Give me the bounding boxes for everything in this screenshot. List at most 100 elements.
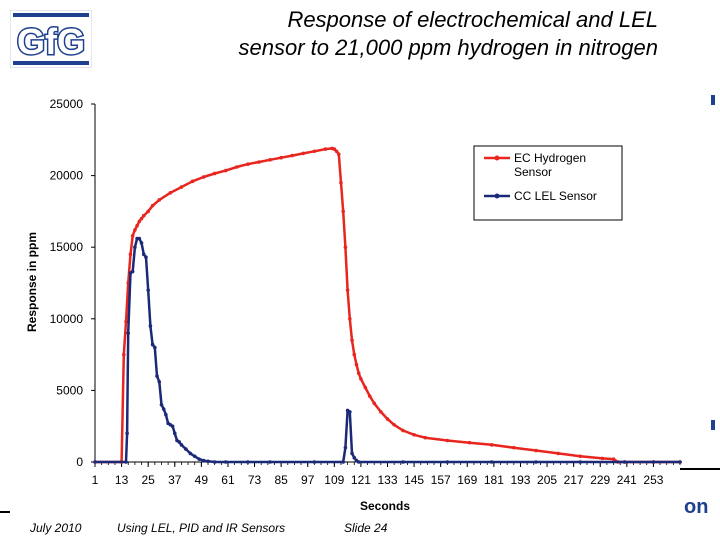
data-point-cc-lel-sensor	[164, 412, 168, 417]
legend-entry: CC LEL Sensor	[514, 189, 597, 203]
x-tick-label: 181	[484, 473, 504, 487]
data-point-cc-lel-sensor	[192, 454, 197, 459]
x-tick-label: 121	[351, 473, 371, 487]
data-point-cc-lel-sensor	[343, 445, 348, 450]
data-point-cc-lel-sensor	[157, 380, 162, 384]
chart-legend: EC Hydrogen Sensor CC LEL Sensor	[473, 145, 623, 221]
x-axis-label: Seconds	[360, 499, 410, 513]
data-point-cc-lel-sensor	[153, 345, 157, 350]
x-tick-label: 205	[537, 473, 557, 487]
data-point-cc-lel-sensor	[188, 451, 193, 456]
x-tick-label: 109	[324, 473, 344, 487]
data-point-ec-hydrogen-sensor	[141, 213, 146, 218]
data-point-ec-hydrogen-sensor	[323, 147, 328, 151]
data-point-cc-lel-sensor	[489, 460, 494, 464]
data-point-cc-lel-sensor	[678, 460, 682, 464]
data-point-ec-hydrogen-sensor	[359, 377, 363, 381]
data-point-ec-hydrogen-sensor	[372, 401, 377, 406]
edge-tab-bottom	[711, 420, 715, 430]
x-tick-label: 37	[168, 473, 182, 487]
y-tick-label: 0	[76, 455, 83, 469]
footer-date: July 2010	[30, 521, 82, 535]
data-point-ec-hydrogen-sensor	[150, 203, 155, 208]
data-point-ec-hydrogen-sensor	[363, 385, 368, 390]
data-point-cc-lel-sensor	[206, 459, 210, 464]
data-point-cc-lel-sensor	[150, 342, 155, 347]
data-point-cc-lel-sensor	[177, 440, 182, 444]
data-point-ec-hydrogen-sensor	[279, 155, 283, 160]
x-tick-label: 193	[510, 473, 530, 487]
legend-marker	[494, 155, 500, 161]
data-point-cc-lel-sensor	[125, 431, 129, 436]
data-point-ec-hydrogen-sensor	[290, 153, 295, 158]
data-point-ec-hydrogen-sensor	[168, 190, 173, 195]
data-point-ec-hydrogen-sensor	[534, 448, 538, 453]
data-point-cc-lel-sensor	[139, 241, 144, 245]
data-point-cc-lel-sensor	[93, 460, 97, 464]
data-point-ec-hydrogen-sensor	[301, 151, 306, 156]
data-point-ec-hydrogen-sensor	[128, 252, 133, 257]
data-point-ec-hydrogen-sensor	[334, 149, 339, 154]
data-point-cc-lel-sensor	[534, 460, 538, 464]
data-point-cc-lel-sensor	[352, 455, 357, 460]
data-point-ec-hydrogen-sensor	[367, 394, 372, 398]
data-point-ec-hydrogen-sensor	[135, 223, 139, 228]
x-tick-label: 13	[115, 473, 129, 487]
x-tick-label: 1	[92, 473, 99, 487]
data-point-ec-hydrogen-sensor	[157, 198, 162, 202]
data-point-cc-lel-sensor	[622, 460, 627, 464]
edge-tab-top	[711, 95, 715, 105]
data-point-ec-hydrogen-sensor	[412, 432, 416, 437]
data-point-ec-hydrogen-sensor	[122, 352, 126, 357]
slide-title-line1: Response of electrochemical and LEL	[287, 7, 658, 32]
data-point-ec-hydrogen-sensor	[268, 158, 272, 162]
x-tick-label: 73	[248, 473, 262, 487]
footer-rule	[0, 511, 10, 513]
footer-rule-right	[680, 468, 720, 470]
data-point-ec-hydrogen-sensor	[512, 445, 516, 450]
data-point-cc-lel-sensor	[161, 407, 166, 411]
data-point-cc-lel-sensor	[212, 460, 217, 464]
y-tick-label: 15000	[50, 240, 84, 254]
data-point-ec-hydrogen-sensor	[356, 371, 361, 376]
y-tick-label: 5000	[56, 383, 83, 397]
data-point-ec-hydrogen-sensor	[179, 185, 184, 189]
data-point-cc-lel-sensor	[130, 269, 135, 274]
x-tick-label: 229	[590, 473, 610, 487]
data-point-ec-hydrogen-sensor	[467, 440, 472, 445]
data-point-ec-hydrogen-sensor	[350, 338, 354, 343]
data-point-cc-lel-sensor	[312, 460, 317, 464]
legend-entry: EC Hydrogen Sensor	[514, 151, 586, 179]
slide-title: Response of electrochemical and LEL sens…	[110, 6, 658, 62]
data-point-ec-hydrogen-sensor	[257, 160, 261, 164]
x-tick-label: 25	[142, 473, 156, 487]
data-point-ec-hydrogen-sensor	[578, 454, 583, 459]
data-point-ec-hydrogen-sensor	[392, 422, 396, 427]
data-point-ec-hydrogen-sensor	[201, 175, 206, 179]
footer-slide-number: Slide 24	[344, 521, 388, 535]
data-point-ec-hydrogen-sensor	[137, 219, 142, 224]
x-tick-label: 61	[221, 473, 235, 487]
y-tick-label: 10000	[50, 312, 84, 326]
data-point-ec-hydrogen-sensor	[124, 319, 128, 324]
data-point-cc-lel-sensor	[223, 460, 228, 464]
data-point-ec-hydrogen-sensor	[235, 165, 239, 169]
gfg-logo-text: GfG	[17, 21, 85, 62]
data-point-ec-hydrogen-sensor	[611, 457, 616, 461]
data-point-cc-lel-sensor	[148, 324, 153, 328]
y-axis-label: Response in ppm	[25, 232, 39, 332]
data-point-ec-hydrogen-sensor	[139, 216, 144, 221]
data-point-cc-lel-sensor	[179, 443, 184, 447]
data-point-cc-lel-sensor	[141, 252, 146, 257]
data-point-cc-lel-sensor	[350, 451, 354, 456]
x-tick-label: 49	[195, 473, 209, 487]
legend-marker	[494, 193, 500, 199]
data-point-cc-lel-sensor	[651, 460, 656, 464]
data-point-ec-hydrogen-sensor	[385, 417, 390, 421]
data-point-ec-hydrogen-sensor	[445, 438, 450, 443]
x-tick-label: 241	[617, 473, 637, 487]
data-point-cc-lel-sensor	[124, 460, 128, 464]
data-point-cc-lel-sensor	[146, 288, 150, 292]
data-point-cc-lel-sensor	[341, 460, 345, 464]
data-point-ec-hydrogen-sensor	[343, 245, 348, 249]
